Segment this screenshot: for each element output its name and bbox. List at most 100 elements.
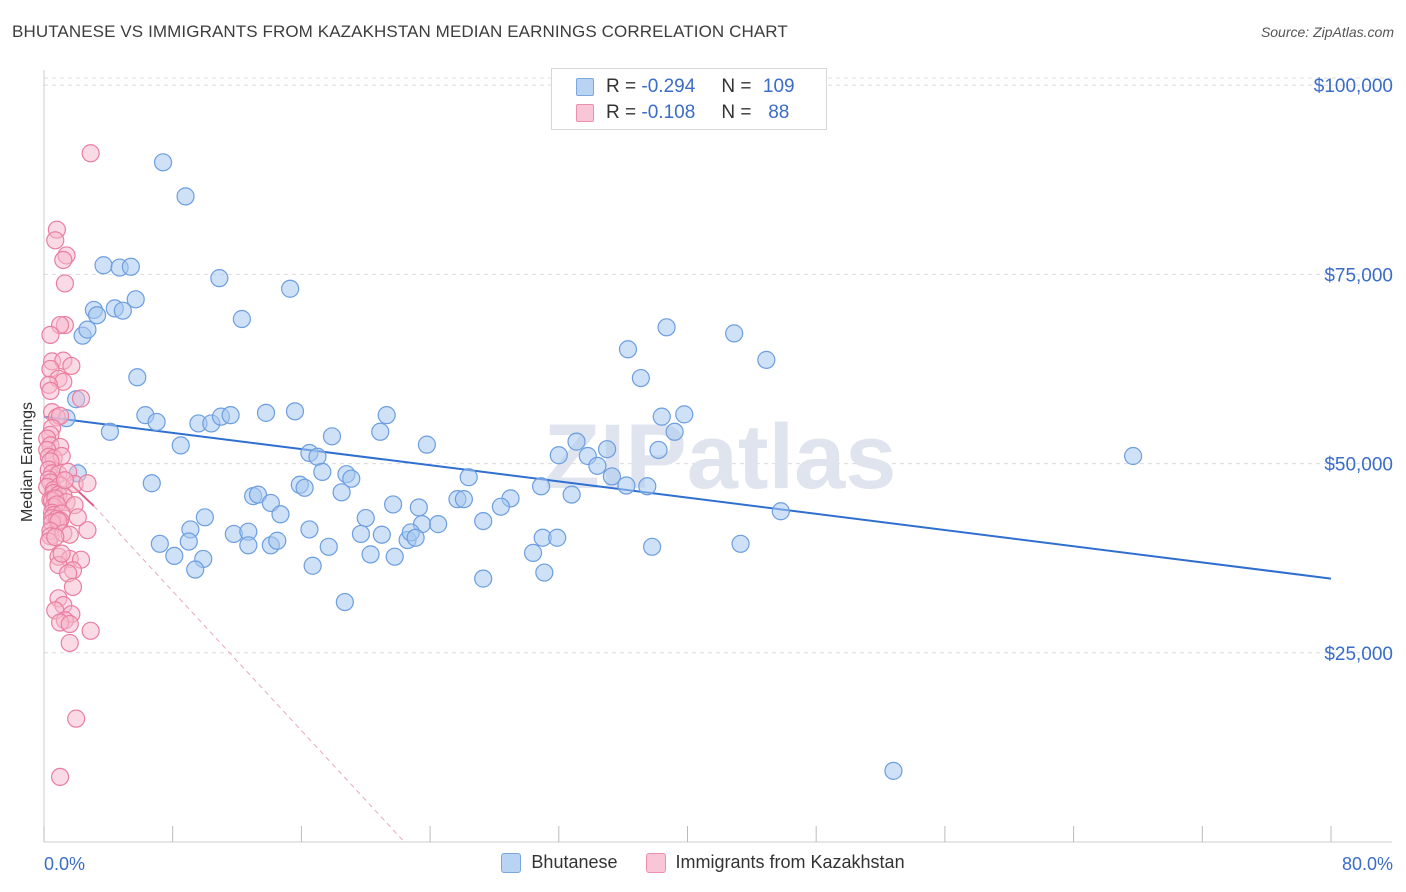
data-point-bhutanese <box>179 532 198 551</box>
data-point-kazakhstan <box>55 471 75 490</box>
blue-swatch <box>501 852 522 873</box>
data-point-bhutanese <box>221 406 240 425</box>
data-point-bhutanese <box>638 477 657 496</box>
source-credit: Source: ZipAtlas.com <box>1260 24 1394 40</box>
data-point-bhutanese <box>239 536 258 555</box>
y-tick-label: $75,000 <box>1324 265 1393 286</box>
data-point-kazakhstan <box>78 521 97 540</box>
data-point-bhutanese <box>351 524 371 544</box>
data-point-bhutanese <box>342 469 361 488</box>
data-point-bhutanese <box>361 545 380 564</box>
data-point-kazakhstan <box>78 474 97 493</box>
data-point-kazakhstan <box>41 381 60 401</box>
data-point-kazakhstan <box>60 614 79 634</box>
data-point-bhutanese <box>142 474 161 493</box>
data-point-bhutanese <box>268 531 287 550</box>
data-point-bhutanese <box>383 495 403 514</box>
data-point-kazakhstan <box>52 544 71 563</box>
data-point-bhutanese <box>121 257 140 276</box>
data-point-bhutanese <box>78 320 97 339</box>
legend-item-bhutanese[interactable]: Bhutanese <box>501 852 618 873</box>
y-tick-labels: $25,000 $50,000 $75,000 $100,000 <box>1314 76 1393 665</box>
data-point-bhutanese <box>491 497 510 516</box>
pink-swatch <box>645 852 666 873</box>
data-point-bhutanese <box>652 407 671 426</box>
data-point-bhutanese <box>429 515 448 534</box>
data-point-bhutanese <box>256 403 276 422</box>
y-tick-label: $50,000 <box>1324 455 1393 476</box>
data-point-bhutanese <box>617 476 636 495</box>
data-point-bhutanese <box>675 405 694 424</box>
data-point-bhutanese <box>165 546 184 566</box>
r-label: R = <box>606 76 637 97</box>
data-point-bhutanese <box>631 368 650 388</box>
data-point-kazakhstan <box>81 621 100 640</box>
watermark: ZIPatlas <box>544 406 897 508</box>
data-point-bhutanese <box>771 502 790 521</box>
data-point-bhutanese <box>210 269 229 288</box>
data-point-bhutanese <box>725 324 744 343</box>
data-point-bhutanese <box>597 440 617 459</box>
data-point-bhutanese <box>1124 446 1143 466</box>
data-point-bhutanese <box>100 422 120 441</box>
data-point-bhutanese <box>87 306 107 325</box>
data-point-bhutanese <box>731 534 750 553</box>
series-kazakhstan <box>38 144 100 787</box>
grid-lines <box>44 77 1392 654</box>
data-point-bhutanese <box>126 290 145 309</box>
data-point-bhutanese <box>372 525 391 544</box>
data-point-bhutanese <box>300 520 319 539</box>
data-point-kazakhstan <box>67 709 86 728</box>
data-point-kazakhstan <box>46 231 65 250</box>
data-point-bhutanese <box>409 498 428 517</box>
data-point-bhutanese <box>649 440 668 460</box>
r-value: -0.108 <box>641 102 696 123</box>
legend-item-kazakhstan[interactable]: Immigrants from Kazakhstan <box>645 852 905 873</box>
series-bhutanese <box>57 153 1143 780</box>
data-point-bhutanese <box>356 508 375 528</box>
legend-label: Immigrants from Kazakhstan <box>675 852 905 872</box>
data-point-bhutanese <box>371 422 390 441</box>
data-point-bhutanese <box>186 560 205 579</box>
x-tick-label: 80.0% <box>1342 854 1393 874</box>
data-point-bhutanese <box>417 435 436 454</box>
x-tick-labels: 0.0% 80.0% <box>44 854 1393 874</box>
stats-legend: R = -0.294 N = 109 R = -0.108 N = 88 <box>551 68 827 130</box>
data-point-bhutanese <box>657 318 676 337</box>
data-point-bhutanese <box>285 402 305 421</box>
data-point-bhutanese <box>548 528 567 547</box>
n-label: N = <box>721 76 752 97</box>
data-point-kazakhstan <box>55 274 75 293</box>
y-axis-label: Median Earnings <box>19 401 36 523</box>
data-point-bhutanese <box>147 412 166 432</box>
legend-label: Bhutanese <box>531 852 618 872</box>
data-point-bhutanese <box>618 340 638 359</box>
data-point-bhutanese <box>195 508 214 527</box>
data-point-bhutanese <box>128 368 147 387</box>
data-point-bhutanese <box>150 534 169 553</box>
data-point-bhutanese <box>319 537 338 556</box>
y-tick-label: $25,000 <box>1324 644 1393 665</box>
data-point-bhutanese <box>335 592 354 612</box>
data-point-bhutanese <box>474 569 493 588</box>
data-point-bhutanese <box>535 563 554 582</box>
data-point-bhutanese <box>459 468 478 487</box>
r-value: -0.294 <box>641 76 696 97</box>
data-point-bhutanese <box>232 309 251 329</box>
data-point-bhutanese <box>643 537 662 556</box>
data-point-bhutanese <box>153 153 173 172</box>
data-point-bhutanese <box>332 483 351 502</box>
data-point-bhutanese <box>322 427 342 446</box>
data-point-bhutanese <box>271 505 290 524</box>
trend-line-bhutanese <box>43 415 1332 580</box>
trend-extension-kazakhstan <box>93 505 405 843</box>
data-point-kazakhstan <box>50 767 70 787</box>
data-point-bhutanese <box>884 761 903 780</box>
data-point-kazakhstan <box>54 250 73 270</box>
n-value: 88 <box>768 102 790 123</box>
data-point-bhutanese <box>281 279 300 298</box>
data-point-kazakhstan <box>41 325 60 345</box>
n-value: 109 <box>762 76 795 97</box>
data-point-bhutanese <box>313 462 332 481</box>
data-point-kazakhstan <box>81 144 100 163</box>
